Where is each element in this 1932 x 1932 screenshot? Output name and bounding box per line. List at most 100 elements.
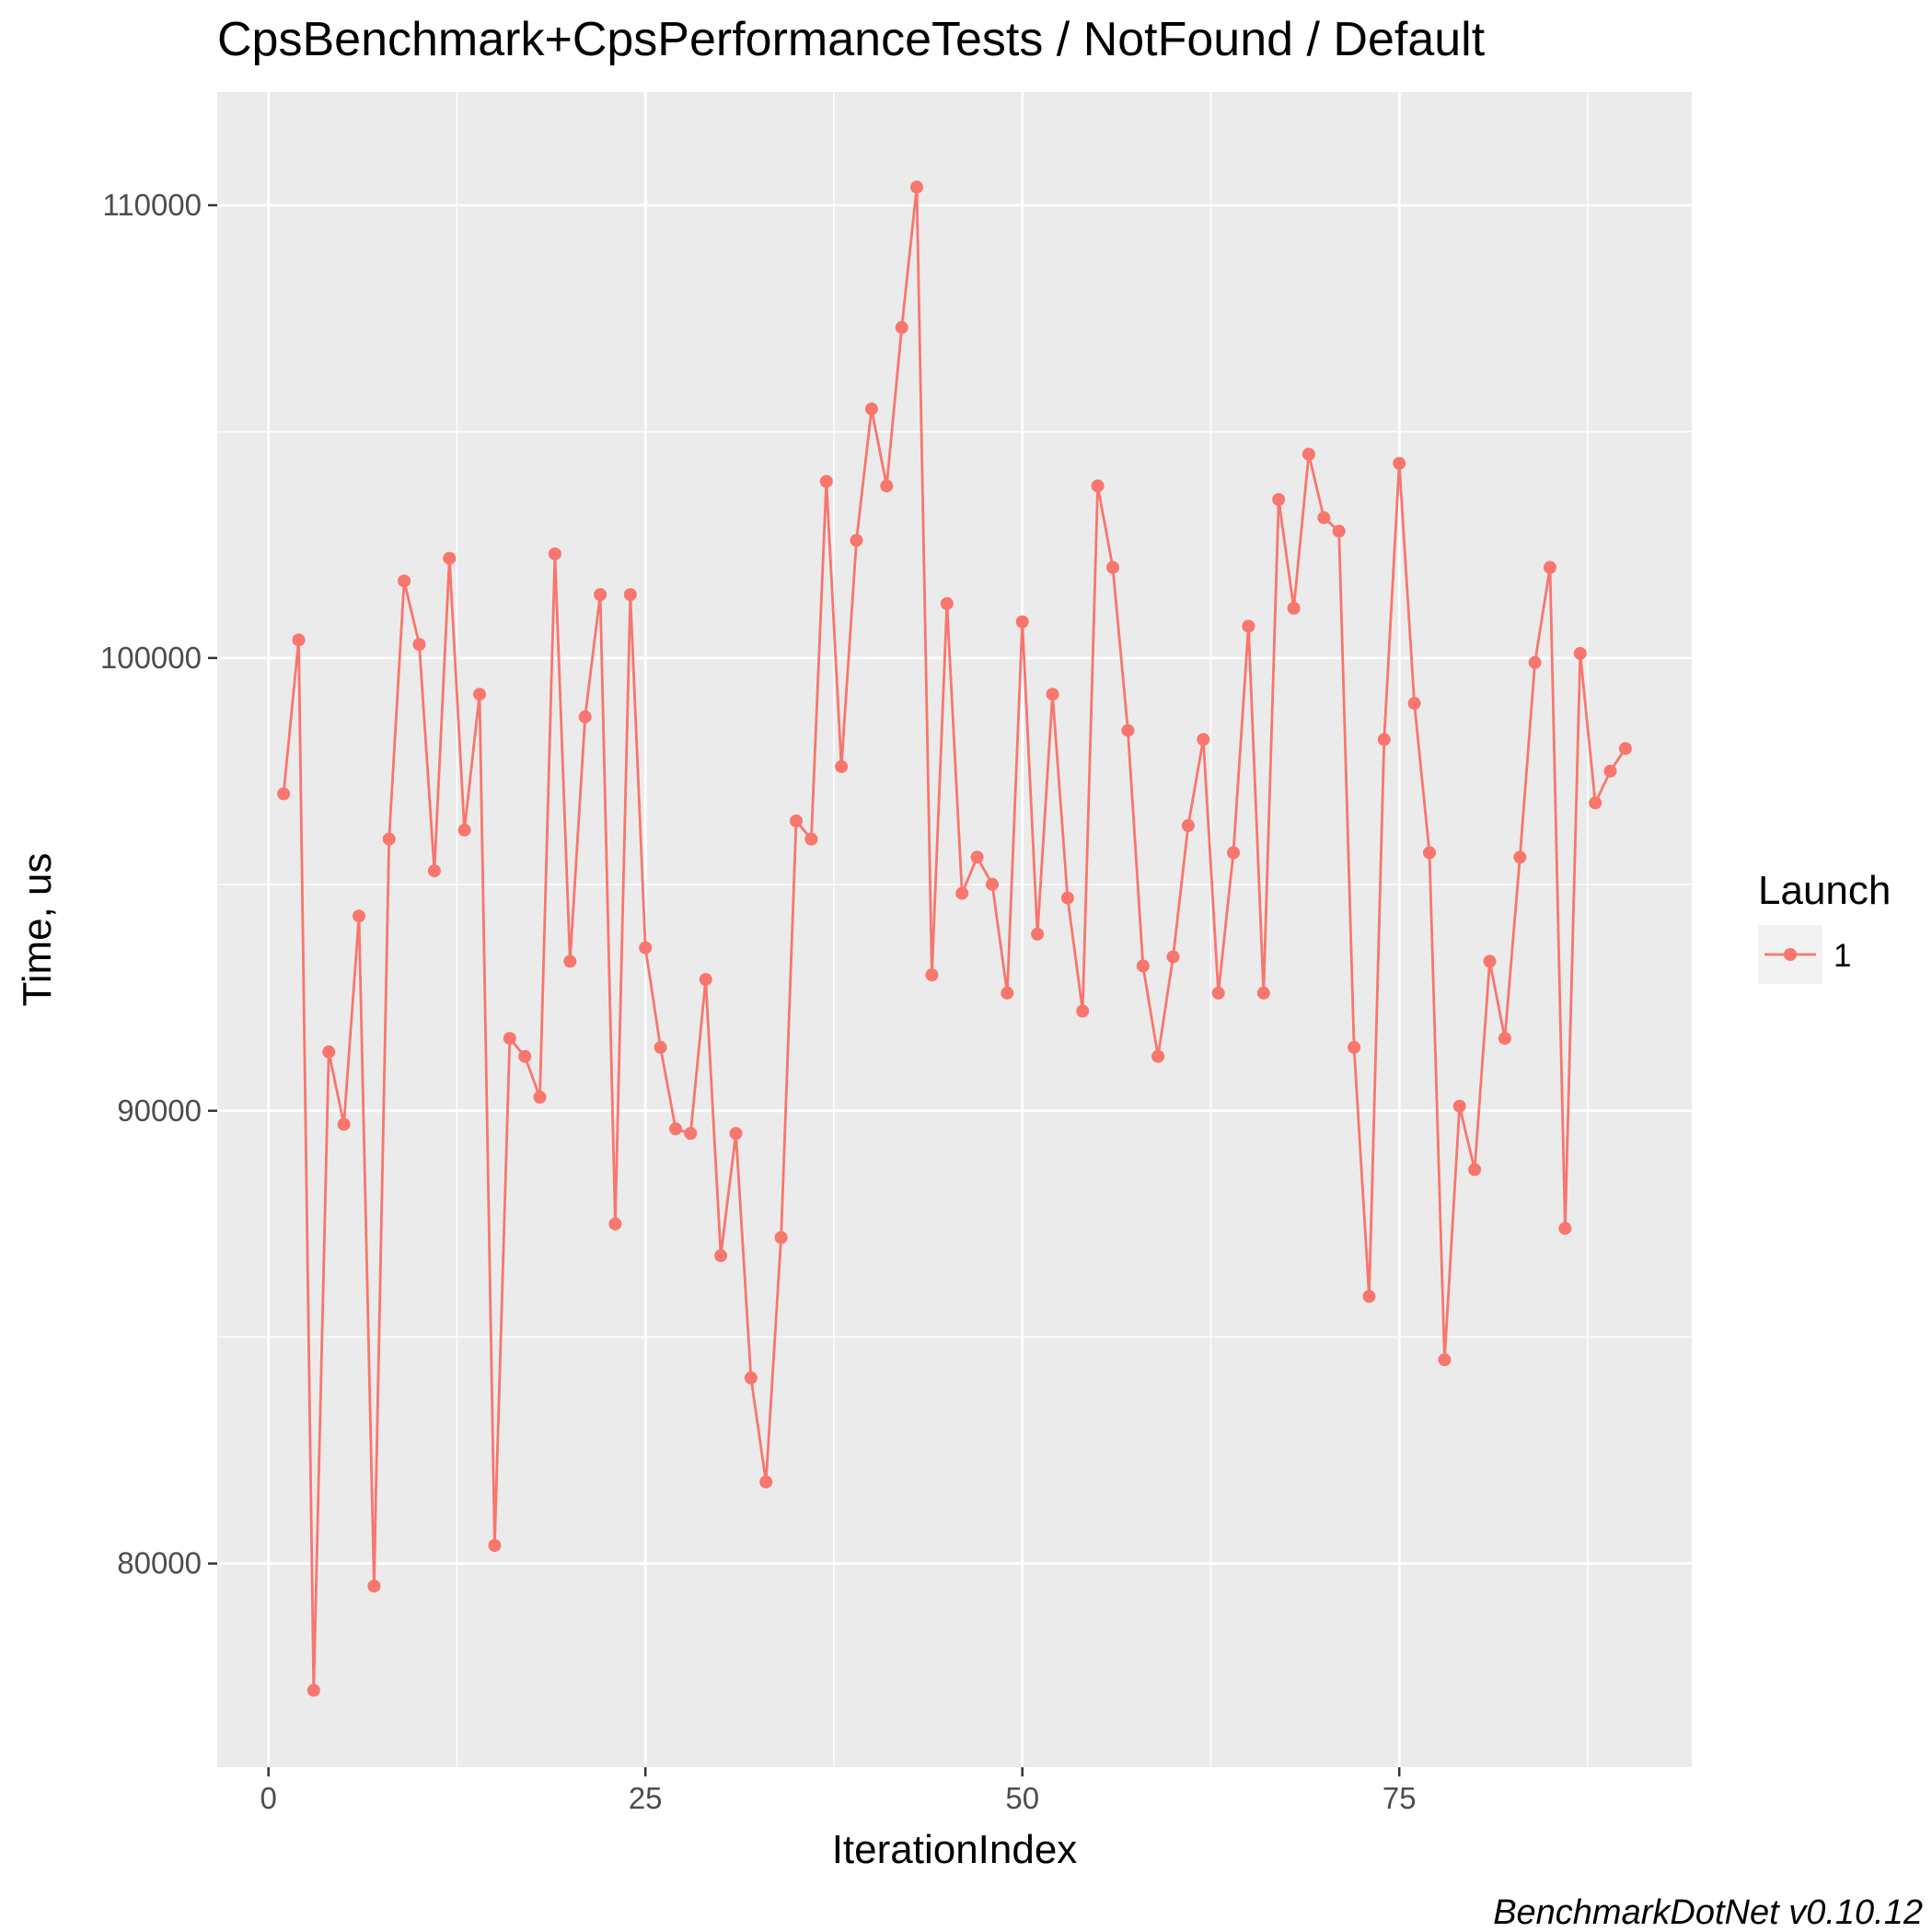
data-point [1256, 986, 1270, 1000]
data-point [1227, 846, 1240, 860]
data-point [594, 588, 607, 601]
data-point [292, 633, 306, 647]
x-axis-title: IterationIndex [832, 1827, 1078, 1872]
data-point [759, 1475, 773, 1489]
data-point [1332, 525, 1346, 538]
legend-entry-label: 1 [1834, 938, 1851, 974]
data-point [910, 180, 923, 194]
data-point [1181, 818, 1195, 832]
data-point [1618, 742, 1632, 756]
data-point [1317, 511, 1331, 525]
data-point [518, 1049, 532, 1063]
data-point [804, 832, 818, 846]
data-point [774, 1231, 788, 1244]
data-point [1136, 959, 1150, 973]
data-point [1076, 1004, 1090, 1018]
data-point [1272, 492, 1286, 506]
x-tick-label: 0 [260, 1781, 277, 1815]
data-point [503, 1032, 516, 1046]
legend: Launch 1 [1758, 868, 1891, 984]
data-point [1513, 850, 1527, 864]
data-point [1407, 697, 1421, 711]
data-point [699, 973, 712, 987]
data-point [1452, 1099, 1466, 1113]
data-point [1166, 950, 1180, 964]
y-axis-title: Time, us [15, 852, 60, 1006]
data-point [744, 1371, 758, 1384]
data-point [563, 954, 577, 968]
data-point [533, 1091, 547, 1104]
data-point [1242, 619, 1255, 633]
data-point [654, 1040, 667, 1054]
chart-title: CpsBenchmark+CpsPerformanceTests / NotFo… [217, 13, 1486, 66]
data-point [1348, 1040, 1361, 1054]
data-point [1301, 447, 1315, 461]
data-point [895, 320, 908, 334]
x-tick-label: 50 [1005, 1781, 1039, 1815]
data-point [1528, 655, 1542, 669]
data-point [1423, 846, 1436, 860]
data-point [1558, 1221, 1572, 1235]
data-point [1362, 1290, 1376, 1303]
data-point [955, 886, 969, 900]
data-point [925, 968, 939, 982]
data-point [443, 551, 457, 565]
data-point [367, 1579, 381, 1593]
data-point [1468, 1163, 1482, 1176]
data-point [880, 479, 894, 492]
legend-title: Launch [1758, 868, 1891, 913]
data-point [1483, 954, 1497, 968]
y-tick-label: 100000 [100, 641, 202, 675]
data-point [1091, 479, 1105, 492]
data-point [940, 596, 954, 610]
grid-minor [217, 92, 1692, 1767]
data-point [353, 909, 365, 923]
y-tick-label: 110000 [102, 188, 202, 222]
data-point [1589, 796, 1602, 810]
y-tick-label: 90000 [117, 1093, 202, 1128]
data-point [684, 1127, 698, 1140]
data-point [1603, 764, 1617, 778]
x-tick-label: 25 [629, 1781, 663, 1815]
data-point [307, 1683, 320, 1697]
series-layer [277, 180, 1632, 1697]
y-tick-label: 80000 [117, 1546, 202, 1580]
data-point [1438, 1353, 1452, 1367]
caption: BenchmarkDotNet v0.10.12 [1493, 1893, 1923, 1932]
x-tick-label: 75 [1382, 1781, 1417, 1815]
data-point [1393, 457, 1406, 470]
data-point [488, 1539, 502, 1552]
data-point [427, 864, 441, 878]
data-point [790, 814, 803, 827]
data-point [1060, 891, 1074, 905]
data-point [1287, 601, 1301, 615]
data-point [819, 475, 833, 488]
data-point [1498, 1032, 1511, 1046]
data-point [986, 877, 999, 891]
data-point [1151, 1049, 1165, 1063]
data-point [729, 1127, 743, 1140]
data-point [864, 402, 878, 416]
data-point [457, 823, 471, 837]
data-point [608, 1217, 622, 1231]
data-point [382, 832, 396, 846]
data-point [1573, 646, 1587, 660]
data-point [623, 588, 637, 601]
data-point [578, 710, 592, 723]
data-point [1031, 927, 1045, 941]
data-point [1197, 733, 1210, 746]
data-point [1106, 561, 1119, 574]
data-point [1377, 733, 1391, 746]
data-point [970, 850, 984, 864]
data-point [322, 1045, 336, 1059]
data-point [1046, 688, 1059, 701]
data-point [337, 1117, 351, 1131]
data-point [473, 688, 486, 701]
legend-point-swatch [1784, 948, 1797, 961]
data-point [412, 638, 426, 652]
y-axis: 80000 90000 100000 110000 [100, 188, 217, 1580]
data-point [1121, 723, 1135, 737]
x-axis: 0 25 50 75 [260, 1767, 1417, 1815]
data-point [835, 759, 849, 773]
